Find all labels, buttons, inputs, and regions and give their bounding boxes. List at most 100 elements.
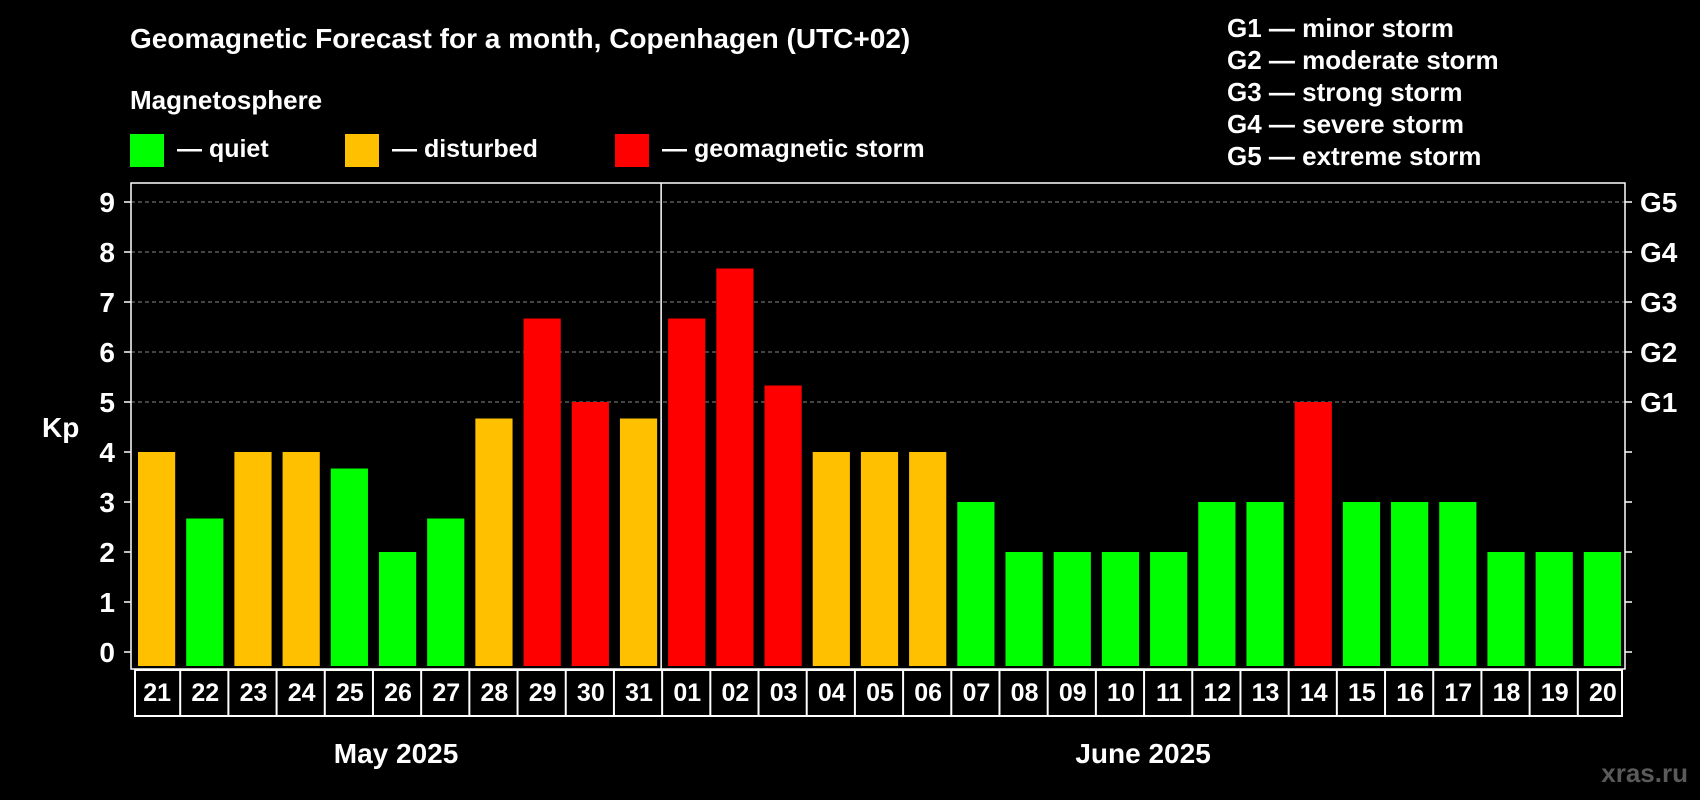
bar-08 [1005,552,1043,666]
watermark: xras.ru [1601,758,1688,788]
y-tick-label: 0 [99,637,115,668]
y-tick-label: 2 [99,537,115,568]
date-label-19: 19 [1541,679,1569,707]
bar-25 [330,468,368,666]
x-axis-labels: 21 22 23 24 25 26 27 28 29 30 31 01 02 03 04 05 06 07 08 09… [134,669,1623,717]
date-label-06: 06 [914,679,942,707]
storm-scale-item-3: G4 — severe storm [1227,109,1464,139]
y-tick-label: 4 [99,437,115,468]
date-label-08: 08 [1011,679,1039,707]
date-label-26: 26 [384,679,412,707]
bar-31 [619,418,658,666]
y-tick-label: 1 [99,587,115,618]
month-labels: May 2025 June 2025 [334,738,1211,769]
y-tick-label: 5 [99,387,115,418]
storm-level-label-G2: G2 [1640,337,1677,368]
bar-15 [1342,502,1381,666]
date-label-22: 22 [191,679,219,707]
y-tick-label: 9 [99,187,115,218]
date-label-25: 25 [336,679,364,707]
legend-swatch-2 [615,134,649,167]
bar-22 [186,518,224,666]
bar-04 [812,452,850,666]
date-label-21: 21 [143,679,171,707]
date-strip [134,669,1623,717]
date-label-14: 14 [1300,679,1328,707]
date-label-18: 18 [1493,679,1521,707]
date-label-27: 27 [432,679,460,707]
date-label-01: 01 [673,679,701,707]
storm-scale-item-0: G1 — minor storm [1227,13,1454,43]
date-label-04: 04 [818,679,846,707]
date-label-15: 15 [1348,679,1376,707]
date-label-17: 17 [1444,679,1472,707]
bar-09 [1053,552,1091,666]
bar-07 [957,502,995,666]
chart-title: Geomagnetic Forecast for a month, Copenh… [130,23,910,54]
bar-06 [909,452,947,666]
storm-level-label-G4: G4 [1640,237,1678,268]
legend-title: Magnetosphere [130,85,322,115]
y-tick-label: 3 [99,487,115,518]
date-label-12: 12 [1203,679,1231,707]
bar-26 [378,552,417,666]
bar-03 [764,385,802,666]
bar-13 [1246,502,1284,666]
legend-label-0: — quiet [177,135,269,163]
bar-17 [1439,502,1477,666]
date-label-13: 13 [1252,679,1280,707]
storm-level-label-G1: G1 [1640,387,1677,418]
date-label-31: 31 [625,679,653,707]
bar-28 [475,418,513,666]
legend: — quiet — disturbed — geomagnetic storm [130,134,925,167]
date-label-16: 16 [1396,679,1424,707]
bar-14 [1294,402,1332,666]
y-tick-label: 6 [99,337,115,368]
bar-23 [234,452,272,666]
bar-19 [1535,552,1573,666]
bar-10 [1101,552,1140,666]
storm-scale-item-2: G3 — strong storm [1227,77,1462,107]
date-label-20: 20 [1589,679,1617,707]
legend-swatch-1 [345,134,379,167]
date-label-11: 11 [1156,679,1183,707]
date-label-29: 29 [529,679,557,707]
bar-20 [1583,552,1621,666]
bar-27 [427,518,465,666]
date-label-02: 02 [722,679,750,707]
legend-swatch-0 [130,134,164,167]
storm-scale-item-1: G2 — moderate storm [1227,45,1499,75]
y-tick-label: 7 [99,287,115,318]
bar-02 [716,268,754,666]
grid [131,201,1625,403]
date-label-28: 28 [481,679,509,707]
bar-24 [282,452,320,666]
bar-12 [1198,502,1236,666]
date-label-23: 23 [240,679,268,707]
legend-label-1: — disturbed [392,135,538,163]
storm-scale-item-4: G5 — extreme storm [1227,141,1481,171]
date-label-07: 07 [962,679,990,707]
month-label-0: May 2025 [334,738,459,769]
month-label-1: June 2025 [1075,738,1210,769]
bar-21 [138,452,176,666]
bar-05 [860,452,899,666]
date-label-30: 30 [577,679,605,707]
bar-01 [668,318,706,666]
date-label-03: 03 [770,679,798,707]
storm-level-label-G5: G5 [1640,187,1677,218]
date-label-24: 24 [288,679,316,707]
y-axis-label: Kp [42,412,79,443]
bar-30 [571,402,609,666]
y-tick-label: 8 [99,237,115,268]
date-label-10: 10 [1107,679,1135,707]
storm-level-label-G3: G3 [1640,287,1677,318]
bar-11 [1150,552,1188,666]
date-label-09: 09 [1059,679,1087,707]
legend-label-2: — geomagnetic storm [662,135,925,163]
bars [138,268,1621,666]
bar-16 [1391,502,1429,666]
axes: 0 1 2 3 4 5 6 7 8 9 G1 G2 G3 G4 G5 [99,182,1678,670]
